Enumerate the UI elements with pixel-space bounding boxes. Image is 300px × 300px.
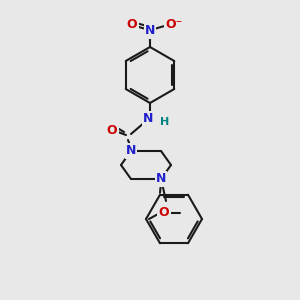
Text: H: H: [160, 117, 169, 127]
Text: O: O: [107, 124, 117, 136]
Text: O: O: [127, 19, 137, 32]
Text: N: N: [126, 145, 136, 158]
Text: O⁻: O⁻: [165, 19, 183, 32]
Text: N: N: [143, 112, 153, 125]
Text: O: O: [159, 206, 169, 220]
Text: N: N: [156, 172, 166, 185]
Text: N: N: [145, 25, 155, 38]
